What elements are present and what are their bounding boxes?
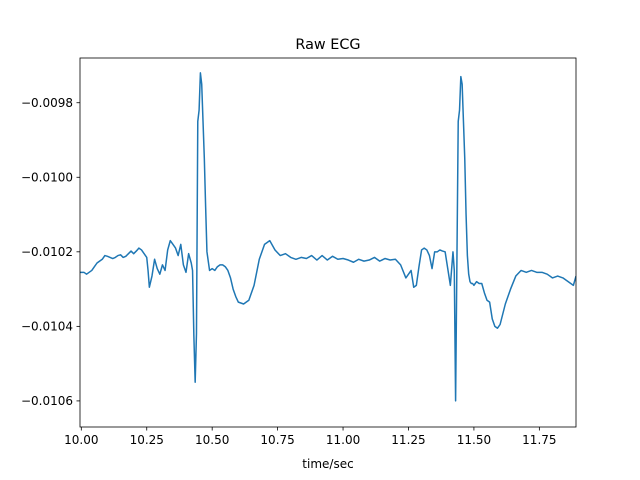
y-axis: −0.0106 −0.0104 −0.0102 −0.0100 −0.0098 bbox=[21, 96, 80, 408]
x-tick-label: 10.50 bbox=[195, 433, 229, 447]
chart-title: Raw ECG bbox=[295, 37, 360, 53]
x-tick-label: 11.25 bbox=[391, 433, 425, 447]
y-tick-label: −0.0102 bbox=[21, 245, 73, 259]
x-tick-label: 10.25 bbox=[130, 433, 164, 447]
plot-area bbox=[79, 57, 577, 428]
y-tick-label: −0.0100 bbox=[21, 171, 73, 185]
x-tick-label: 11.50 bbox=[457, 433, 491, 447]
x-tick-label: 11.75 bbox=[522, 433, 556, 447]
x-tick-label: 10.75 bbox=[260, 433, 294, 447]
x-tick-label: 10.00 bbox=[64, 433, 98, 447]
x-tick-label: 11.00 bbox=[326, 433, 360, 447]
y-tick-label: −0.0098 bbox=[21, 96, 73, 110]
x-axis: 10.00 10.25 10.50 10.75 11.00 11.25 11.50 11.75 bbox=[64, 427, 557, 447]
y-tick-label: −0.0106 bbox=[21, 394, 73, 408]
plot-frame bbox=[79, 57, 577, 428]
ecg-series-line bbox=[80, 72, 576, 402]
x-axis-label: time/sec bbox=[302, 457, 353, 471]
y-tick-label: −0.0104 bbox=[21, 320, 73, 334]
